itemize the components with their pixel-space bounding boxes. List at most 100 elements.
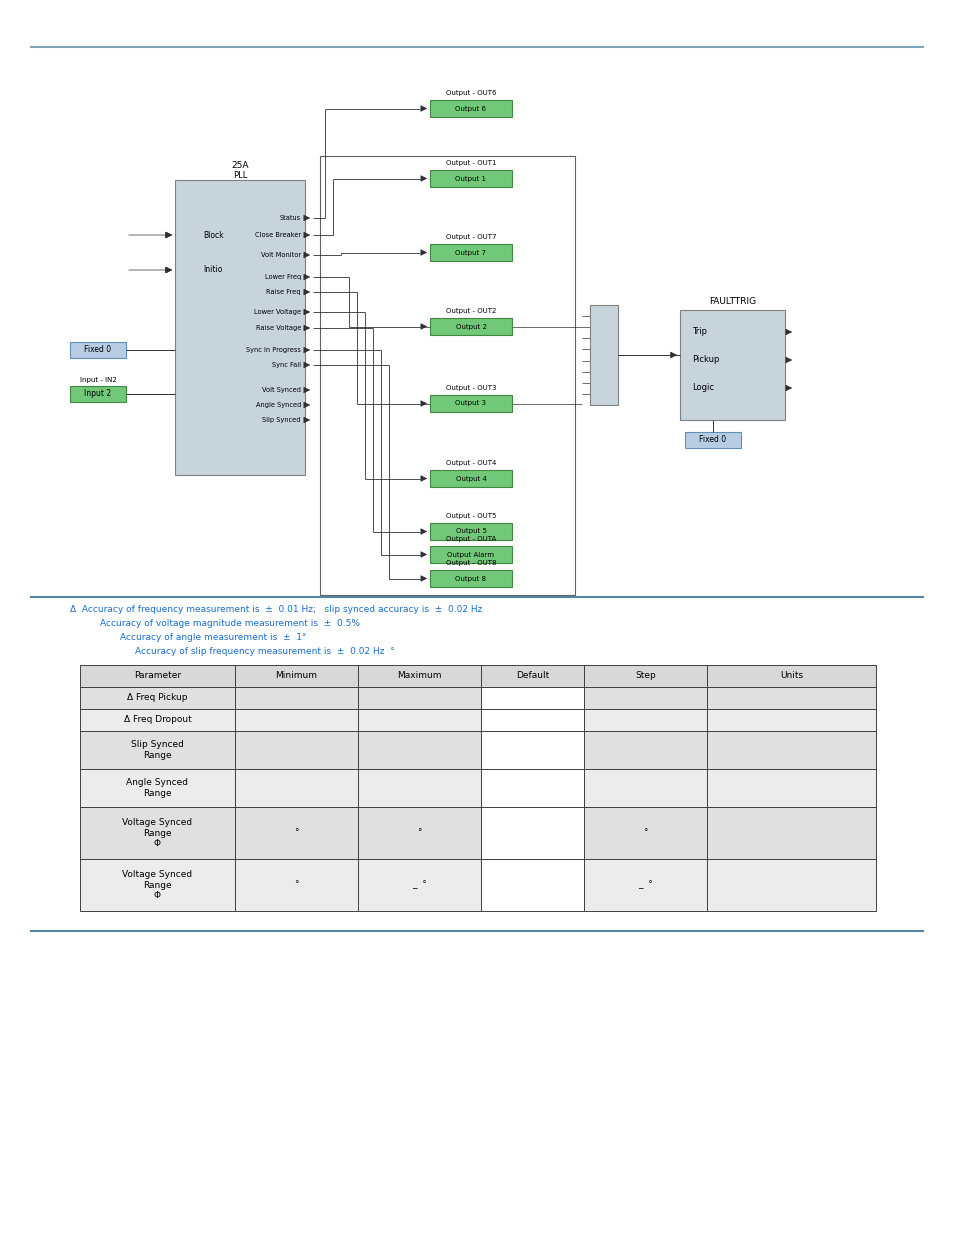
Text: Output 2: Output 2 <box>456 324 486 330</box>
Bar <box>583 806 706 860</box>
Bar <box>319 156 575 595</box>
Text: Accuracy of angle measurement is  ±  1°: Accuracy of angle measurement is ± 1° <box>120 632 306 641</box>
Text: °: ° <box>294 829 298 837</box>
Text: Slip Synced: Slip Synced <box>262 417 301 424</box>
Bar <box>583 709 706 731</box>
Text: _  °: _ ° <box>412 881 426 889</box>
Text: Angle Synced
Range: Angle Synced Range <box>127 778 189 798</box>
Bar <box>357 709 480 731</box>
Text: Angle Synced: Angle Synced <box>255 403 301 408</box>
Bar <box>80 709 234 731</box>
Text: Output 1: Output 1 <box>455 175 486 182</box>
Bar <box>583 664 706 687</box>
Text: Close Breaker: Close Breaker <box>254 232 301 238</box>
Text: Output - OUT1: Output - OUT1 <box>445 161 496 165</box>
Text: Input - IN2: Input - IN2 <box>79 377 116 383</box>
Bar <box>430 100 512 117</box>
Bar <box>430 170 512 186</box>
Bar <box>357 806 480 860</box>
Bar <box>80 731 234 769</box>
Bar <box>430 245 512 261</box>
Bar <box>70 387 126 403</box>
Bar <box>234 731 357 769</box>
Text: Volt Synced: Volt Synced <box>262 387 301 393</box>
Bar <box>706 687 875 709</box>
Bar <box>706 731 875 769</box>
Bar <box>589 305 618 405</box>
Bar <box>706 860 875 911</box>
Bar <box>480 664 583 687</box>
Bar <box>234 860 357 911</box>
Bar <box>706 806 875 860</box>
Text: Parameter: Parameter <box>133 672 181 680</box>
Text: Sync Fail: Sync Fail <box>272 362 301 368</box>
Bar <box>480 769 583 806</box>
Text: Pickup: Pickup <box>691 356 719 364</box>
Bar <box>357 860 480 911</box>
Bar <box>430 317 512 335</box>
Text: Δ Freq Pickup: Δ Freq Pickup <box>127 694 188 703</box>
Text: Output - OUT4: Output - OUT4 <box>445 459 496 466</box>
Text: Output 3: Output 3 <box>455 400 486 406</box>
Text: Δ  Accuracy of frequency measurement is  ±  0.01 Hz;   slip synced accuracy is  : Δ Accuracy of frequency measurement is ±… <box>70 604 482 614</box>
Text: Voltage Synced
Range
Φ: Voltage Synced Range Φ <box>122 871 193 900</box>
Bar <box>679 310 784 420</box>
Text: Output 5: Output 5 <box>456 529 486 535</box>
Bar <box>234 709 357 731</box>
Bar <box>583 731 706 769</box>
Text: Minimum: Minimum <box>275 672 317 680</box>
Text: Step: Step <box>635 672 655 680</box>
Bar <box>234 687 357 709</box>
Text: Fixed 0: Fixed 0 <box>699 436 726 445</box>
Bar <box>234 769 357 806</box>
Text: Voltage Synced
Range
Φ: Voltage Synced Range Φ <box>122 818 193 848</box>
Bar <box>706 769 875 806</box>
Text: Output Alarm: Output Alarm <box>447 552 494 557</box>
Text: Fixed 0: Fixed 0 <box>85 346 112 354</box>
Bar <box>480 709 583 731</box>
Text: 25A: 25A <box>231 162 249 170</box>
Text: Status: Status <box>279 215 301 221</box>
Bar <box>357 664 480 687</box>
Bar <box>480 687 583 709</box>
Text: Output - OUT6: Output - OUT6 <box>445 90 496 96</box>
Bar <box>80 769 234 806</box>
Text: Output - OUT5: Output - OUT5 <box>445 513 496 519</box>
Text: Accuracy of voltage magnitude measurement is  ±  0.5%: Accuracy of voltage magnitude measuremen… <box>100 619 359 627</box>
Text: Output 6: Output 6 <box>455 105 486 111</box>
Bar <box>480 806 583 860</box>
Text: Output 7: Output 7 <box>455 249 486 256</box>
Text: Input 2: Input 2 <box>85 389 112 399</box>
Text: Block: Block <box>203 231 223 240</box>
Text: °: ° <box>416 829 421 837</box>
Text: Slip Synced
Range: Slip Synced Range <box>131 740 184 760</box>
Text: _  °: _ ° <box>638 881 652 889</box>
Bar <box>684 432 740 448</box>
Bar <box>583 687 706 709</box>
Text: Output - OUT7: Output - OUT7 <box>445 233 496 240</box>
Text: Output 4: Output 4 <box>456 475 486 482</box>
Bar <box>706 709 875 731</box>
Text: Sync In Progress: Sync In Progress <box>246 347 301 353</box>
Bar <box>357 687 480 709</box>
Text: Lower Voltage: Lower Voltage <box>253 309 301 315</box>
Bar <box>234 806 357 860</box>
Text: Units: Units <box>780 672 802 680</box>
Bar <box>80 664 234 687</box>
Bar <box>706 664 875 687</box>
Bar <box>234 664 357 687</box>
Bar <box>430 546 512 563</box>
Bar <box>80 806 234 860</box>
Text: Raise Voltage: Raise Voltage <box>255 325 301 331</box>
Bar <box>174 180 305 475</box>
Text: FAULTTRIG: FAULTTRIG <box>708 296 756 305</box>
Text: Lower Freq: Lower Freq <box>265 274 301 280</box>
Text: Trip: Trip <box>691 327 706 336</box>
Text: PLL: PLL <box>233 172 247 180</box>
Bar <box>430 471 512 487</box>
Bar <box>480 860 583 911</box>
Text: °: ° <box>294 881 298 889</box>
Text: Output - OUT8: Output - OUT8 <box>445 559 496 566</box>
Bar <box>357 731 480 769</box>
Bar <box>583 769 706 806</box>
